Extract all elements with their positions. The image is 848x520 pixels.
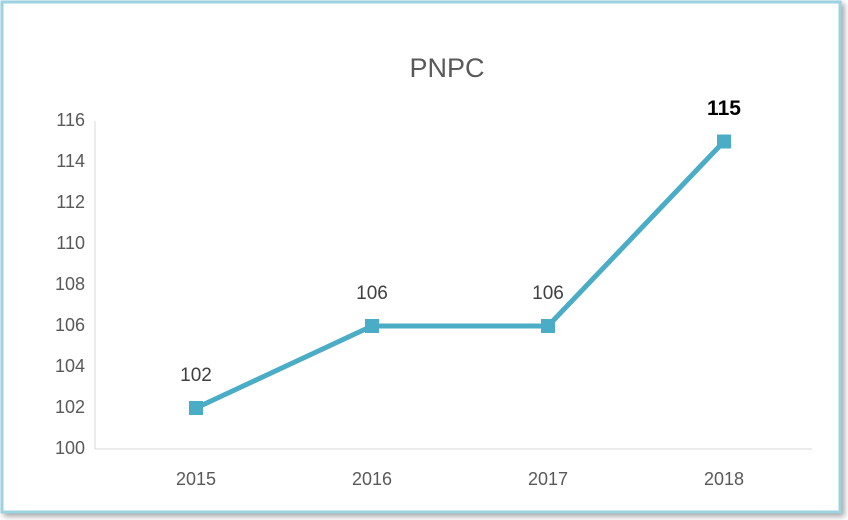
- x-tick-label: 2018: [704, 469, 744, 489]
- y-tick-label: 110: [56, 233, 85, 253]
- y-tick-label: 100: [55, 438, 85, 458]
- x-tick-label: 2016: [352, 469, 392, 489]
- x-tick-label: 2017: [528, 469, 568, 489]
- marker: [541, 319, 555, 333]
- y-tick-label: 108: [55, 274, 85, 294]
- marker: [189, 401, 203, 415]
- y-tick-label: 114: [56, 151, 85, 171]
- data-label: 106: [356, 283, 388, 304]
- line: [194, 139, 726, 411]
- data-label: 106: [532, 283, 564, 304]
- data-label: 115: [707, 97, 741, 120]
- y-tick-label: 104: [55, 356, 85, 376]
- chart-title: PNPC: [409, 53, 484, 83]
- y-tick-label: 116: [56, 110, 85, 130]
- data-label: 102: [180, 365, 212, 386]
- marker: [365, 319, 379, 333]
- x-tick-label: 2015: [176, 469, 216, 489]
- marker: [717, 134, 731, 149]
- y-tick-label: 102: [55, 397, 85, 417]
- y-tick-label: 106: [55, 315, 85, 335]
- y-tick-label: 112: [56, 192, 85, 212]
